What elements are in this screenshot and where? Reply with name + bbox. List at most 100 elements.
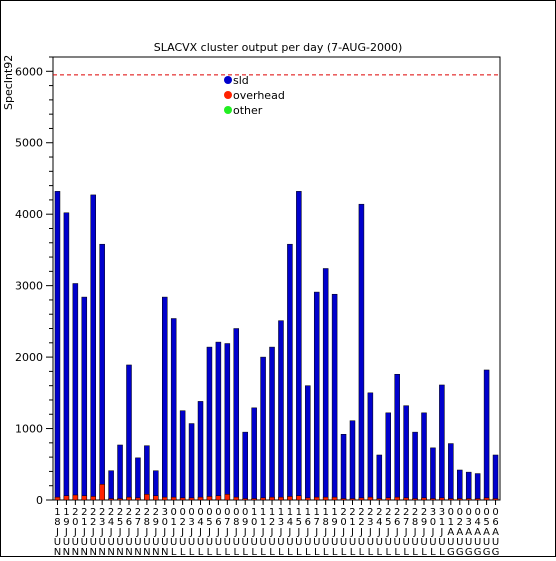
bar-sld-09JUL — [242, 431, 248, 501]
bar-overhead-19JUN — [63, 495, 70, 501]
y-tick-label-5000: 5000 — [15, 137, 43, 150]
bar-sld-25JUN — [117, 444, 123, 501]
y-tick-label-6000: 6000 — [15, 65, 43, 78]
bar-overhead-13JUL — [278, 496, 284, 501]
bar-sld-18JUL — [322, 268, 329, 501]
legend-marker-overhead — [224, 91, 232, 99]
bar-sld-22JUL — [358, 203, 365, 501]
legend-label-sld: sld — [233, 74, 249, 87]
bar-sld-16JUL — [305, 385, 311, 501]
bar-sld-13JUL — [278, 320, 284, 501]
bar-overhead-03AUG — [465, 498, 472, 501]
bar-overhead-17JUL — [313, 496, 320, 501]
bar-overhead-26JUN — [126, 496, 132, 501]
bar-sld-23JUL — [367, 392, 374, 501]
bar-overhead-31JUL — [439, 497, 445, 501]
bar-sld-06AUG — [492, 454, 499, 501]
bar-overhead-18JUN — [54, 496, 61, 501]
bar-overhead-02AUG — [457, 498, 463, 501]
bar-sld-28JUN — [144, 445, 150, 501]
bar-sld-07JUL — [224, 343, 231, 501]
bar-overhead-01AUG — [448, 498, 454, 501]
bar-overhead-07JUL — [224, 494, 231, 501]
bar-overhead-16JUL — [305, 497, 311, 501]
bar-overhead-15JUL — [296, 495, 302, 501]
bar-sld-25JUL — [385, 412, 391, 501]
bar-overhead-04AUG — [474, 498, 481, 501]
bar-overhead-29JUL — [421, 497, 427, 501]
bar-sld-27JUN — [135, 457, 141, 501]
bar-sld-24JUL — [376, 454, 383, 501]
bar-sld-29JUL — [421, 412, 427, 501]
bar-overhead-12JUL — [269, 496, 275, 501]
legend-label-other: other — [233, 104, 263, 117]
bar-sld-26JUL — [394, 373, 400, 501]
bar-sld-04AUG — [474, 473, 481, 501]
bar-overhead-28JUL — [412, 498, 418, 501]
bar-sld-20JUN — [72, 283, 79, 501]
legend: sld overhead other — [224, 74, 285, 117]
x-axis: 1 8 J U N1 9 J U N2 0 J U N2 1 J U N2 2 J U N2 3 J U N2 4 J U N2 5 J U N… — [54, 500, 500, 558]
bar-sld-31JUL — [439, 384, 445, 501]
bar-sld-14JUL — [287, 243, 293, 501]
bar-overhead-05JUL — [206, 496, 213, 501]
bar-sld-05AUG — [483, 369, 490, 501]
bar-sld-15JUL — [296, 191, 302, 501]
bar-sld-05JUL — [206, 346, 213, 501]
bar-sld-06JUL — [215, 341, 222, 501]
bar-overhead-25JUN — [117, 498, 123, 501]
bar-sld-04JUL — [197, 401, 204, 501]
bar-overhead-28JUN — [144, 494, 150, 501]
bar-overhead-24JUL — [376, 498, 383, 501]
legend-marker-other — [224, 106, 232, 114]
bar-overhead-14JUL — [287, 496, 293, 501]
bar-sld-23JUN — [99, 243, 105, 501]
bar-sld-08JUL — [233, 328, 240, 501]
bar-overhead-20JUL — [340, 498, 347, 501]
bar-overhead-29JUN — [153, 495, 159, 501]
bar-overhead-22JUN — [90, 496, 96, 501]
bar-sld-21JUL — [349, 420, 356, 501]
bar-overhead-02JUL — [179, 497, 186, 501]
bar-sld-22JUN — [90, 194, 96, 501]
bar-overhead-27JUL — [403, 497, 409, 501]
y-tick-label-2000: 2000 — [15, 351, 43, 364]
bar-sld-27JUL — [403, 405, 409, 501]
bar-overhead-11JUL — [260, 497, 266, 501]
bar-overhead-10JUL — [251, 498, 257, 501]
bar-sld-20JUL — [340, 434, 347, 501]
bar-sld-19JUN — [63, 212, 70, 501]
bar-overhead-03JUL — [188, 497, 195, 501]
bar-overhead-30JUL — [430, 498, 436, 501]
